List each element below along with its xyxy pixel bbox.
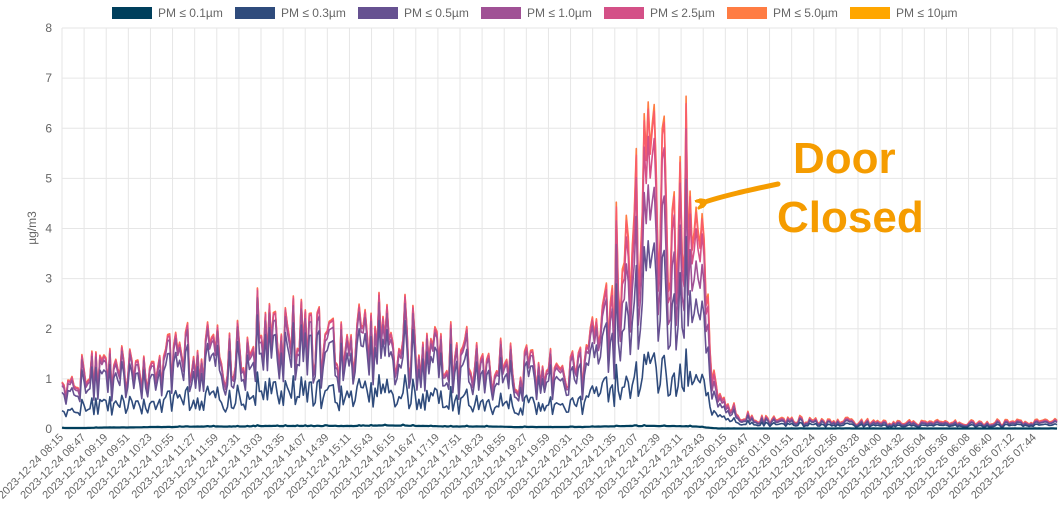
- y-tick-label: 3: [45, 272, 52, 286]
- y-tick-label: 0: [45, 422, 52, 436]
- legend-swatch[interactable]: [481, 7, 521, 19]
- y-tick-label: 5: [45, 171, 52, 185]
- series-line: [61, 423, 1057, 430]
- series-lines: [61, 95, 1058, 430]
- door-closed-annotation: Door Closed: [702, 134, 924, 242]
- legend-swatch[interactable]: [112, 7, 152, 19]
- legend-swatch[interactable]: [850, 7, 890, 19]
- series-line: [61, 235, 1058, 428]
- legend-swatch[interactable]: [604, 7, 644, 19]
- legend-label[interactable]: PM ≤ 10µm: [896, 6, 958, 20]
- series-line: [61, 348, 1058, 429]
- legend[interactable]: PM ≤ 0.1µm PM ≤ 0.3µm PM ≤ 0.5µm PM ≤ 1.0µm…: [112, 6, 958, 20]
- legend-label[interactable]: PM ≤ 2.5µm: [650, 6, 715, 20]
- annotation-text: Closed: [777, 193, 924, 242]
- legend-label[interactable]: PM ≤ 0.3µm: [281, 6, 346, 20]
- legend-label[interactable]: PM ≤ 0.1µm: [158, 6, 223, 20]
- legend-label[interactable]: PM ≤ 0.5µm: [404, 6, 469, 20]
- annotation-text: Door: [793, 134, 896, 183]
- series-line: [61, 102, 1058, 427]
- legend-swatch[interactable]: [727, 7, 767, 19]
- y-axis-ticks: 0 1 2 3 4 5 6 7 8: [45, 21, 52, 436]
- annotation-arrow: [702, 181, 781, 203]
- legend-label[interactable]: PM ≤ 1.0µm: [527, 6, 592, 20]
- y-tick-label: 2: [45, 322, 52, 336]
- legend-swatch[interactable]: [235, 7, 275, 19]
- series-line: [61, 95, 1058, 427]
- y-tick-label: 4: [45, 222, 52, 236]
- y-tick-label: 1: [45, 372, 52, 386]
- y-tick-label: 8: [45, 21, 52, 35]
- legend-swatch[interactable]: [358, 7, 398, 19]
- legend-label[interactable]: PM ≤ 5.0µm: [773, 6, 838, 20]
- y-axis-label: µg/m3: [25, 211, 39, 245]
- y-tick-label: 7: [45, 71, 52, 85]
- series-line: [61, 128, 1058, 427]
- y-tick-label: 6: [45, 121, 52, 135]
